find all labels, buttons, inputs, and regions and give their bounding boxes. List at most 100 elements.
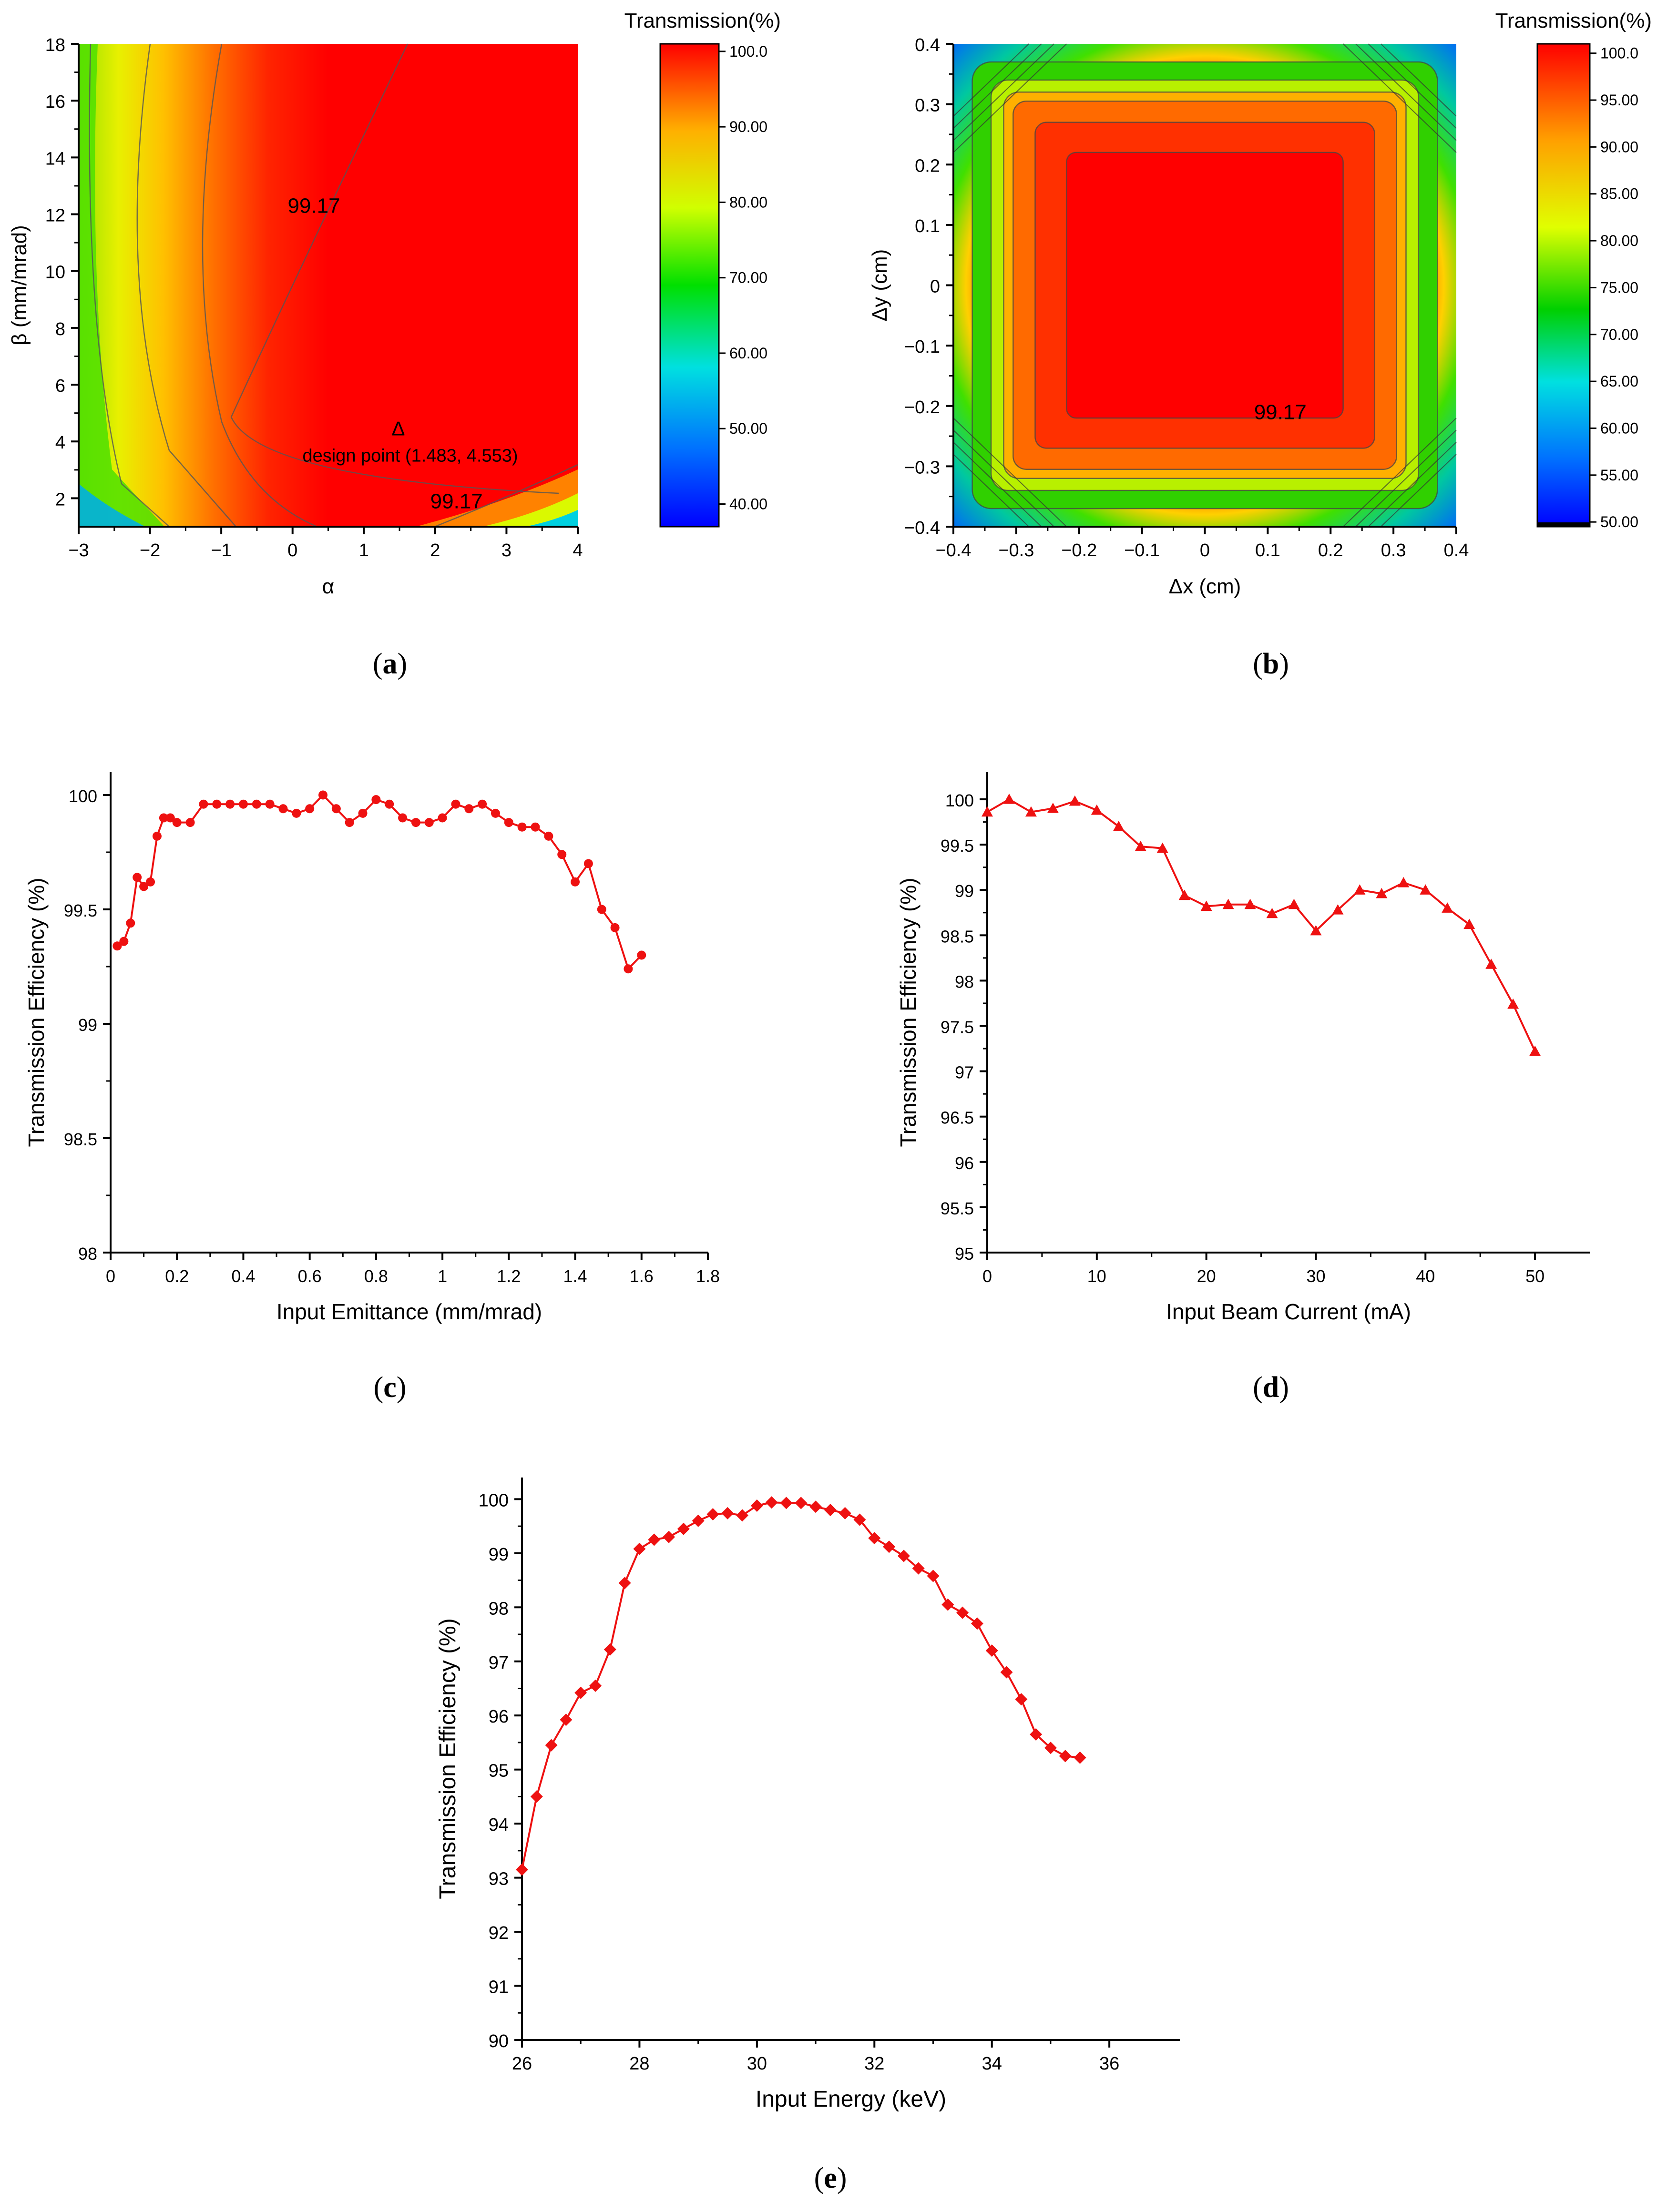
x-tick-label: 0.2 [165, 1266, 189, 1286]
data-point [504, 818, 513, 827]
y-tick-label: 96.5 [941, 1108, 974, 1128]
data-point [1485, 958, 1497, 969]
heatmap-lowest-band [79, 484, 145, 527]
data-point [545, 1739, 558, 1752]
data-point [278, 804, 288, 814]
contour-line [1342, 43, 1457, 153]
colorbar-tick-label: 65.00 [1600, 373, 1638, 390]
colorbar-tick-label: 80.00 [1600, 232, 1638, 249]
data-point [1044, 1742, 1057, 1754]
data-point [411, 818, 420, 827]
y-tick-label: 98.5 [941, 927, 974, 946]
y-tick-label: 97.5 [941, 1018, 974, 1037]
colorbar-tick-label: 85.00 [1600, 185, 1638, 203]
x-tick-label: 26 [512, 2054, 532, 2074]
colorbar-tick-label: 75.00 [1600, 279, 1638, 296]
x-tick-label: −0.4 [935, 540, 971, 561]
x-tick-label: 50 [1525, 1266, 1544, 1286]
y-tick-label: 99.5 [64, 901, 97, 920]
x-tick-label: 0.2 [1318, 540, 1343, 561]
data-point [1030, 1728, 1043, 1741]
x-tick-label: 1.2 [497, 1266, 521, 1286]
data-point [199, 799, 208, 809]
contour-line [1355, 429, 1457, 527]
x-tick-label: 36 [1099, 2054, 1119, 2074]
y-tick-label: 0 [930, 277, 940, 297]
data-point [706, 1508, 719, 1521]
colorbar-tick-label: 70.00 [729, 269, 767, 286]
x-tick-label: 20 [1197, 1266, 1216, 1286]
data-point [721, 1507, 734, 1519]
y-tick-label: 0.2 [915, 156, 940, 176]
x-tick-label: 32 [864, 2054, 884, 2074]
data-point [1266, 907, 1278, 918]
data-point [146, 877, 155, 887]
data-point [517, 822, 527, 832]
data-point [238, 799, 248, 809]
x-tick-label: 1 [359, 540, 369, 561]
y-tick-label: 97 [489, 1653, 509, 1673]
x-tick-label: 1.6 [630, 1266, 654, 1286]
contour-line [1368, 442, 1457, 527]
colorbar-tick-label: 100.0 [1600, 45, 1638, 62]
y-tick-label: 94 [489, 1815, 509, 1835]
x-axis-label: Input Beam Current (mA) [1166, 1299, 1411, 1324]
data-point [1442, 902, 1453, 913]
panel-label: (e) [814, 2162, 847, 2194]
panel-e: 26 28 30 32 34 36 90 91 92 93 94 95 96 97 98 99 100 Input… [435, 1478, 1180, 2194]
y-tick-label: 95 [489, 1761, 509, 1781]
panel-label: (d) [1253, 1371, 1289, 1404]
data-point [583, 859, 593, 868]
colorbar-tick-label: 60.00 [1600, 419, 1638, 437]
y-tick-label: 14 [45, 149, 65, 169]
colorbar-tick-label: 90.00 [729, 118, 767, 135]
data-point [1069, 795, 1081, 806]
data-point [451, 799, 460, 809]
x-axis-label: Input Energy (keV) [756, 2087, 946, 2112]
contour-line [1066, 152, 1344, 419]
y-axis-label: Transmission Efficiency (%) [435, 1618, 460, 1899]
data-point [531, 822, 540, 832]
y-tick-label: 2 [55, 489, 65, 510]
data-point [971, 1617, 983, 1630]
data-point [603, 1643, 616, 1656]
data-point [516, 1863, 528, 1876]
data-point [574, 1686, 587, 1699]
data-point [152, 831, 162, 841]
y-tick-label: −0.2 [904, 398, 940, 418]
heatmap-ring [1066, 152, 1343, 418]
colorbar-tick-label: 40.00 [729, 496, 767, 513]
contour-line [230, 43, 559, 494]
y-tick-label: 98 [78, 1244, 97, 1264]
data-point [868, 1532, 881, 1545]
data-point [1178, 889, 1190, 900]
data-point [1354, 884, 1366, 895]
y-axis-label: β (mm/mrad) [8, 225, 31, 346]
y-axis-label: Δy (cm) [868, 249, 891, 322]
heatmap-area: 99.17 [953, 43, 1457, 527]
data-point [610, 923, 620, 932]
contour-line [953, 429, 1054, 527]
data-point [252, 799, 261, 809]
colorbar-tick-label: 50.00 [1600, 513, 1638, 530]
data-point [795, 1497, 808, 1509]
y-tick-label: 0.3 [915, 96, 940, 116]
y-tick-label: −0.4 [904, 518, 940, 538]
y-tick-label: 98 [955, 972, 974, 991]
data-point [331, 804, 341, 814]
x-tick-label: 0 [106, 1266, 115, 1286]
data-point [1244, 898, 1256, 909]
colorbar-tick-label: 90.00 [1600, 138, 1638, 155]
data-point [557, 850, 567, 859]
panel-label: (c) [374, 1371, 407, 1404]
y-tick-label: 18 [45, 35, 65, 55]
data-point [853, 1513, 866, 1526]
contour-line [1381, 43, 1457, 117]
y-tick-label: 6 [55, 376, 65, 396]
contour-line [972, 61, 1438, 510]
data-point [985, 1644, 998, 1657]
data-point [424, 818, 434, 827]
data-point [618, 1577, 631, 1590]
y-tick-label: 90 [489, 2031, 509, 2051]
